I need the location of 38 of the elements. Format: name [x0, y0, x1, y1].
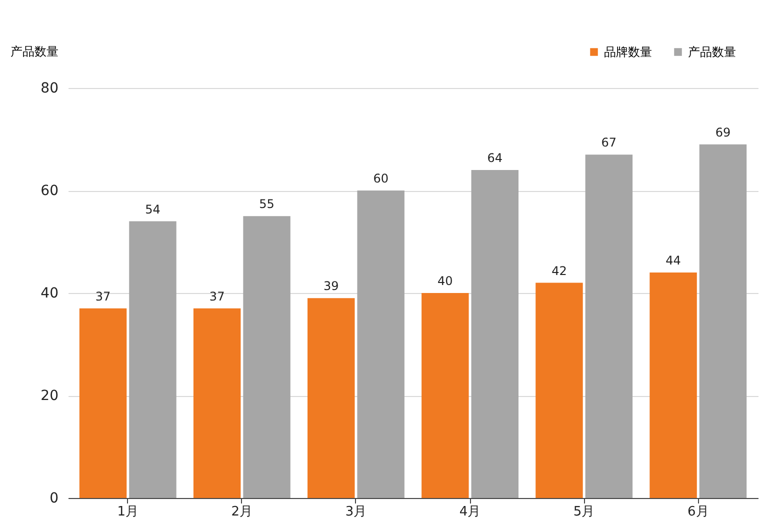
x-tick-label: 3月 — [345, 504, 367, 520]
bar — [471, 170, 518, 498]
data-label: 67 — [601, 136, 617, 150]
data-label: 39 — [323, 279, 339, 294]
bar — [650, 272, 697, 498]
data-label: 55 — [259, 197, 274, 212]
x-tick-label: 5月 — [573, 504, 595, 520]
y-axis-title: 产品数量 — [10, 44, 58, 58]
y-tick-label: 80 — [40, 80, 58, 96]
data-label: 54 — [145, 202, 160, 216]
x-tick-label: 4月 — [459, 504, 481, 520]
x-tick-label: 1月 — [117, 504, 139, 520]
legend-label: 产品数量 — [688, 45, 736, 59]
y-tick-label: 60 — [40, 183, 58, 199]
y-tick-label: 20 — [40, 388, 58, 404]
data-label: 44 — [666, 254, 681, 268]
bar — [699, 144, 747, 498]
data-label: 40 — [438, 274, 453, 288]
bar — [308, 298, 355, 498]
bar — [357, 190, 404, 498]
x-tick-label: 2月 — [231, 504, 253, 520]
x-tick-label: 6月 — [687, 504, 709, 520]
bar — [422, 293, 469, 498]
bar — [193, 308, 241, 498]
bar — [536, 282, 583, 498]
data-label: 69 — [715, 125, 731, 140]
legend-label: 品牌数量 — [604, 45, 652, 59]
bar — [243, 216, 290, 498]
data-label: 42 — [552, 264, 567, 278]
data-label: 37 — [209, 289, 225, 304]
y-tick-label: 40 — [40, 286, 58, 302]
data-label: 64 — [487, 151, 503, 165]
data-label: 37 — [95, 289, 111, 304]
y-tick-label: 0 — [50, 490, 58, 506]
bar — [585, 154, 633, 498]
bar — [79, 308, 127, 498]
bar — [129, 221, 176, 498]
data-label: 60 — [373, 172, 388, 186]
